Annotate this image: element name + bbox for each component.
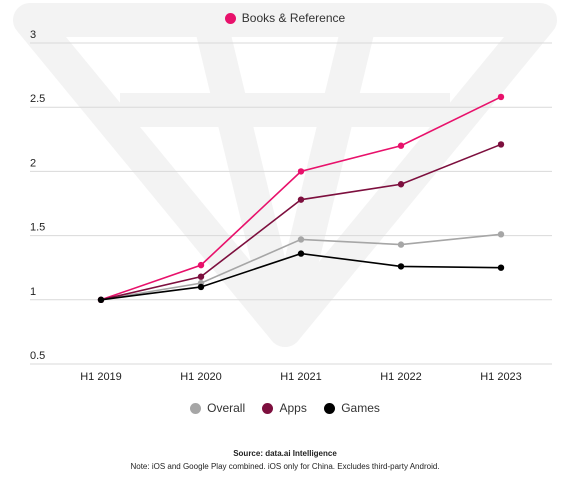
legend-marker <box>190 402 202 414</box>
legend-top: Books & Reference <box>0 11 570 27</box>
y-tick-label: 1 <box>30 286 36 298</box>
data-point[interactable] <box>397 142 405 149</box>
data-point[interactable] <box>497 141 505 148</box>
source-text: Source: data.ai Intelligence <box>233 449 337 458</box>
legend-marker <box>262 402 274 414</box>
x-tick-label: H1 2020 <box>180 371 222 383</box>
data-point[interactable] <box>397 263 405 270</box>
legend-bottom: Overall Apps Games <box>0 401 570 417</box>
data-point[interactable] <box>197 261 205 269</box>
y-tick-label: 0.5 <box>30 350 45 362</box>
legend-label: Apps <box>279 401 307 415</box>
x-tick-label: H1 2021 <box>280 371 322 383</box>
data-point[interactable] <box>197 273 205 280</box>
y-tick-label: 3 <box>30 29 36 41</box>
watermark-logo <box>13 3 557 347</box>
legend-label: Games <box>341 401 380 415</box>
legend-item-overall[interactable]: Overall <box>190 401 245 415</box>
data-point[interactable] <box>397 181 405 188</box>
data-point[interactable] <box>297 236 305 243</box>
data-point[interactable] <box>497 264 505 271</box>
legend-label: Books & Reference <box>241 11 346 25</box>
x-axis: H1 2019 H1 2020 H1 2021 H1 2022 H1 2023 <box>80 371 522 383</box>
legend-marker <box>224 12 236 24</box>
legend-label: Overall <box>207 401 246 415</box>
x-tick-label: H1 2023 <box>480 371 522 383</box>
y-tick-label: 1.5 <box>30 222 45 234</box>
data-point[interactable] <box>397 241 405 248</box>
x-tick-label: H1 2022 <box>380 371 422 383</box>
grid-lines <box>30 42 552 365</box>
data-point[interactable] <box>497 93 505 101</box>
legend-item-apps[interactable]: Apps <box>262 401 307 415</box>
data-point[interactable] <box>97 296 105 303</box>
data-point[interactable] <box>197 283 205 291</box>
data-point[interactable] <box>297 196 305 203</box>
legend-item-games[interactable]: Games <box>324 401 380 415</box>
y-tick-label: 2.5 <box>30 93 45 105</box>
series-lines <box>97 93 505 303</box>
legend-item-books-reference[interactable]: Books & Reference <box>224 11 346 25</box>
data-point[interactable] <box>297 168 305 175</box>
data-point[interactable] <box>497 231 505 238</box>
data-point[interactable] <box>297 250 305 257</box>
note-text: Note: iOS and Google Play combined. iOS … <box>130 462 440 471</box>
x-tick-label: H1 2019 <box>80 371 122 383</box>
y-tick-label: 2 <box>30 157 36 169</box>
y-axis: 0.5 1 1.5 2 2.5 3 <box>30 29 45 362</box>
legend-marker <box>324 402 336 414</box>
